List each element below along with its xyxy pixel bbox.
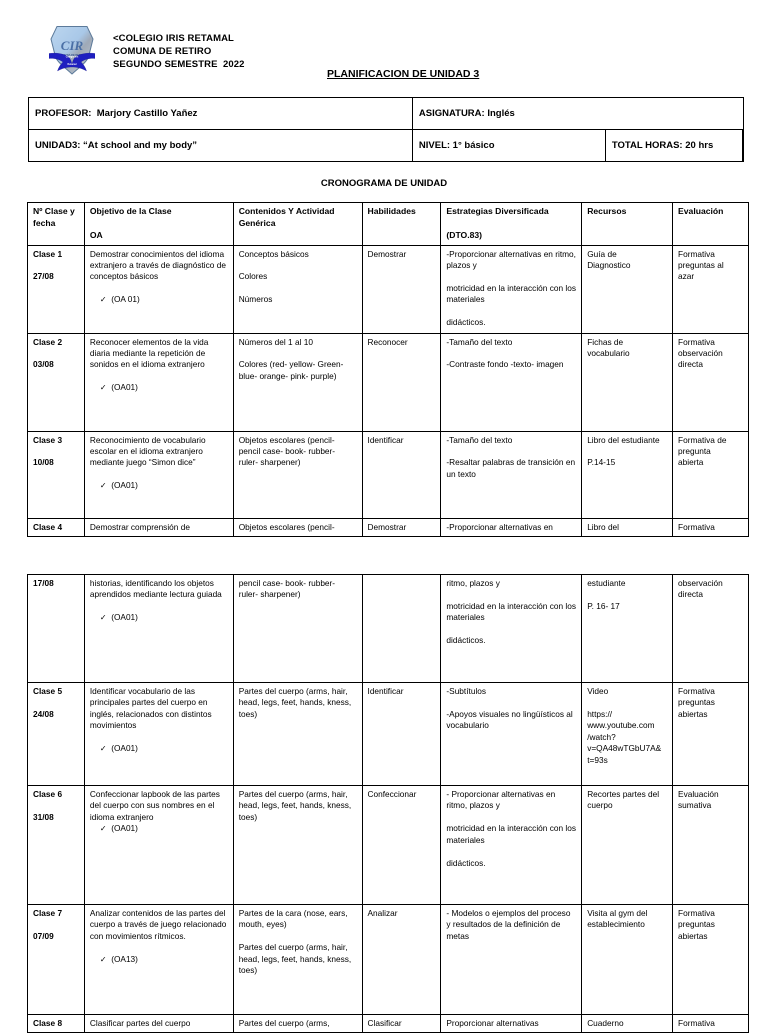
svg-text:Retamal: Retamal <box>68 63 77 66</box>
svg-text:CIR: CIR <box>61 38 84 53</box>
svg-text:Colegio Iris: Colegio Iris <box>66 57 79 59</box>
